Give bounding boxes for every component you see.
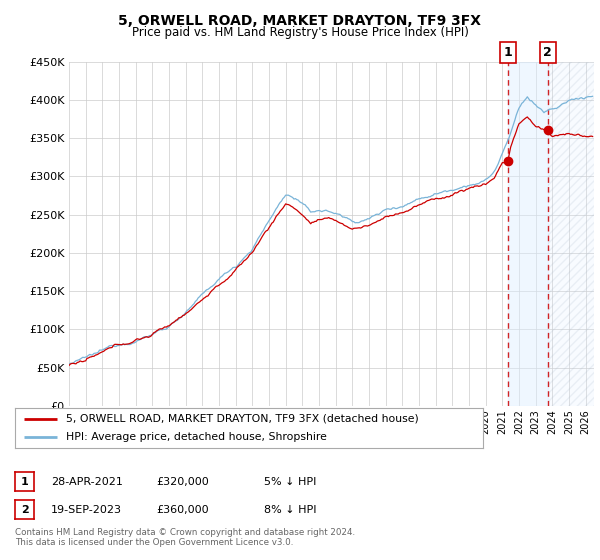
Text: £360,000: £360,000 (156, 505, 209, 515)
Text: 8% ↓ HPI: 8% ↓ HPI (264, 505, 317, 515)
Text: 5% ↓ HPI: 5% ↓ HPI (264, 477, 316, 487)
Text: 1: 1 (21, 477, 28, 487)
Text: Price paid vs. HM Land Registry's House Price Index (HPI): Price paid vs. HM Land Registry's House … (131, 26, 469, 39)
Text: Contains HM Land Registry data © Crown copyright and database right 2024.
This d: Contains HM Land Registry data © Crown c… (15, 528, 355, 547)
Text: 5, ORWELL ROAD, MARKET DRAYTON, TF9 3FX: 5, ORWELL ROAD, MARKET DRAYTON, TF9 3FX (119, 14, 482, 28)
Text: 19-SEP-2023: 19-SEP-2023 (51, 505, 122, 515)
Text: 2: 2 (543, 46, 552, 59)
Bar (548, 62, 594, 406)
Bar (508, 62, 548, 406)
Text: 28-APR-2021: 28-APR-2021 (51, 477, 123, 487)
Text: HPI: Average price, detached house, Shropshire: HPI: Average price, detached house, Shro… (67, 432, 328, 442)
Text: £320,000: £320,000 (156, 477, 209, 487)
Text: 1: 1 (503, 46, 512, 59)
Bar (548, 62, 594, 406)
Text: 5, ORWELL ROAD, MARKET DRAYTON, TF9 3FX (detached house): 5, ORWELL ROAD, MARKET DRAYTON, TF9 3FX … (67, 414, 419, 424)
Text: 2: 2 (21, 505, 28, 515)
